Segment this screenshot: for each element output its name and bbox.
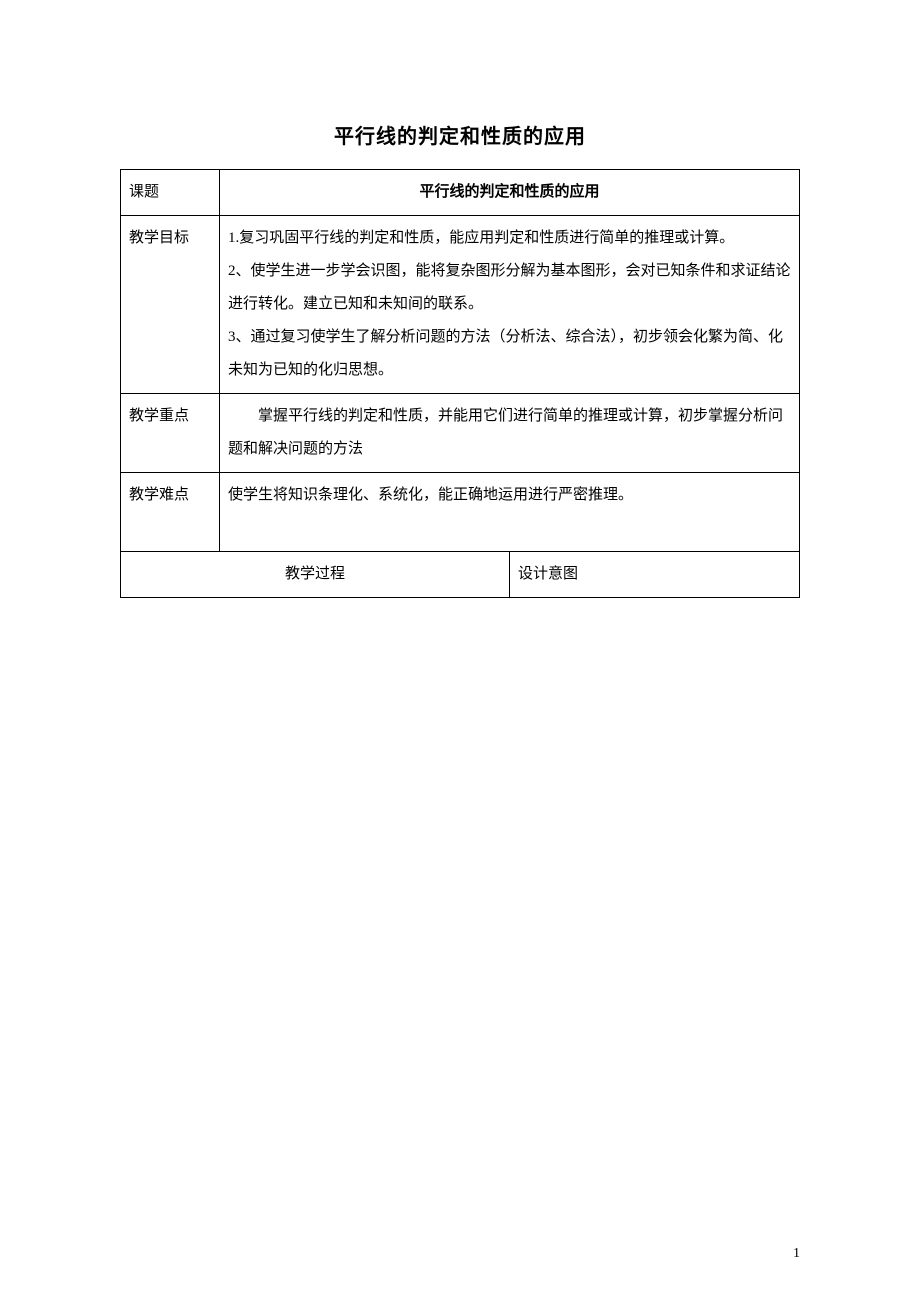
- lesson-plan-table: 课题 平行线的判定和性质的应用 教学目标 1.复习巩固平行线的判定和性质，能应用…: [120, 169, 800, 598]
- topic-label: 课题: [121, 170, 220, 216]
- row-process-header: 教学过程 设计意图: [121, 552, 800, 598]
- row-objectives: 教学目标 1.复习巩固平行线的判定和性质，能应用判定和性质进行简单的推理或计算。…: [121, 216, 800, 394]
- row-keypoint: 教学重点 掌握平行线的判定和性质，并能用它们进行简单的推理或计算，初步掌握分析问…: [121, 394, 800, 473]
- keypoint-label: 教学重点: [121, 394, 220, 473]
- objective-line-3: 3、通过复习使学生了解分析问题的方法（分析法、综合法），初步领会化繁为简、化未知…: [228, 321, 791, 387]
- objective-line-2: 2、使学生进一步学会识图，能将复杂图形分解为基本图形，会对已知条件和求证结论进行…: [228, 255, 791, 321]
- keypoint-value: 掌握平行线的判定和性质，并能用它们进行简单的推理或计算，初步掌握分析问题和解决问…: [220, 394, 800, 473]
- difficulty-text: 使学生将知识条理化、系统化，能正确地运用进行严密推理。: [228, 487, 633, 503]
- design-label: 设计意图: [510, 552, 800, 598]
- objective-line-1: 1.复习巩固平行线的判定和性质，能应用判定和性质进行简单的推理或计算。: [228, 222, 791, 255]
- difficulty-value: 使学生将知识条理化、系统化，能正确地运用进行严密推理。: [220, 473, 800, 552]
- row-difficulty: 教学难点 使学生将知识条理化、系统化，能正确地运用进行严密推理。: [121, 473, 800, 552]
- difficulty-label: 教学难点: [121, 473, 220, 552]
- row-topic: 课题 平行线的判定和性质的应用: [121, 170, 800, 216]
- page-number: 1: [793, 1246, 800, 1262]
- page-title: 平行线的判定和性质的应用: [120, 120, 800, 149]
- process-label: 教学过程: [121, 552, 510, 598]
- topic-value: 平行线的判定和性质的应用: [220, 170, 800, 216]
- objectives-value: 1.复习巩固平行线的判定和性质，能应用判定和性质进行简单的推理或计算。 2、使学…: [220, 216, 800, 394]
- objectives-label: 教学目标: [121, 216, 220, 394]
